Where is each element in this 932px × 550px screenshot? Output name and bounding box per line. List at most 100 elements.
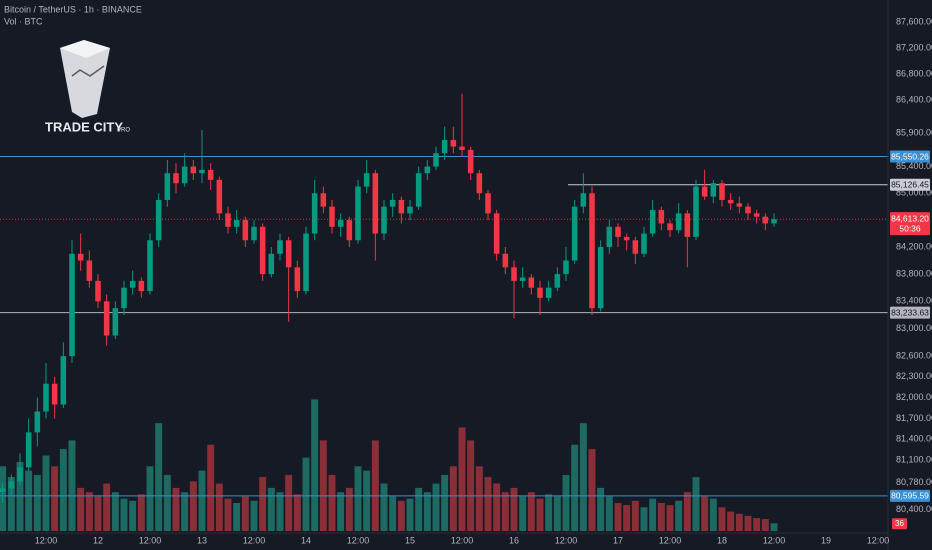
logo-shape <box>60 40 110 118</box>
candle-body <box>571 206 578 261</box>
candle-body <box>537 287 543 298</box>
volume-bar <box>181 492 189 531</box>
volume-bar <box>354 466 362 531</box>
x-tick-label: 17 <box>613 535 623 545</box>
volume-bar <box>475 466 483 531</box>
volume-bar <box>129 500 137 531</box>
candle-body <box>181 166 188 184</box>
candle-body <box>320 193 327 207</box>
volume-bar <box>501 492 509 531</box>
candle-body <box>112 308 119 336</box>
volume-bar <box>770 523 778 531</box>
y-tick-label: 85,400.00 <box>896 161 932 171</box>
volume-bar <box>675 500 683 531</box>
x-tick-label: 12:00 <box>347 535 370 545</box>
logo: TRADE CITY PRO <box>45 40 130 134</box>
volume-bar <box>189 481 197 531</box>
y-tick-label: 80,780.00 <box>896 477 932 487</box>
volume-bar <box>241 496 249 531</box>
x-tick-label: 12:00 <box>867 535 890 545</box>
volume-bar <box>146 466 154 531</box>
volume-bar <box>640 507 648 531</box>
candle-body <box>727 199 734 204</box>
candle-body <box>311 193 318 234</box>
y-tick-label: 87,200.00 <box>896 42 932 52</box>
candle-body <box>69 253 75 357</box>
candle-body <box>164 173 171 200</box>
volume-bar <box>319 440 327 531</box>
candle-body <box>684 213 691 237</box>
volume-bar <box>224 498 232 531</box>
y-tick-label: 81,100.00 <box>896 455 932 465</box>
volume-bar <box>59 449 67 531</box>
candle-body <box>25 432 32 468</box>
volume-bar <box>484 477 492 531</box>
candle-body <box>597 247 604 309</box>
level-tag-label: 80,595.59 <box>891 491 929 501</box>
volume-tag <box>892 518 907 530</box>
candle-body <box>502 253 509 268</box>
volume-bar <box>293 494 301 531</box>
candle-body <box>433 153 439 167</box>
candle-body <box>285 240 292 268</box>
x-tick-label: 12:00 <box>243 535 266 545</box>
x-tick-label: 15 <box>405 535 415 545</box>
volume-bar <box>397 500 405 531</box>
level-tag <box>890 150 930 163</box>
candle-body <box>519 277 526 281</box>
candle-body <box>710 183 717 197</box>
candle-body <box>641 233 647 254</box>
candle-body <box>34 411 41 433</box>
candle-body <box>337 220 344 227</box>
candle-body <box>745 206 751 214</box>
level-tag <box>890 178 930 191</box>
volume-bar <box>33 474 41 531</box>
candle-body <box>450 139 457 147</box>
volume-bar <box>631 500 639 531</box>
volume-bar <box>432 483 440 531</box>
candle-body <box>95 280 101 302</box>
volume-bar <box>536 498 544 531</box>
candle-body <box>753 213 760 217</box>
volume-bar <box>94 496 102 531</box>
volume-bar <box>7 477 15 531</box>
candle-body <box>459 146 465 150</box>
volume-bar <box>519 496 527 531</box>
candle-body <box>242 220 249 241</box>
x-tick-label: 19 <box>821 535 831 545</box>
candle-body <box>17 467 23 482</box>
candle-body <box>623 236 630 241</box>
y-tick-label: 85,000.00 <box>896 188 932 198</box>
x-tick-label: 12:00 <box>659 535 682 545</box>
y-tick-label: 85,900.00 <box>896 128 932 138</box>
candle-body <box>511 267 517 281</box>
candle-body <box>216 179 223 214</box>
volume-bar <box>25 470 33 531</box>
volume-bar <box>302 457 310 531</box>
volume-bar <box>285 474 293 531</box>
volume-bar <box>657 502 665 531</box>
volume-bar <box>77 487 85 531</box>
volume-bar <box>449 466 457 531</box>
volume-bar <box>753 518 761 531</box>
volume-bar <box>692 477 700 531</box>
volume-bar <box>51 466 59 531</box>
y-tick-label: 81,700.00 <box>896 413 932 423</box>
candle-body <box>476 173 483 194</box>
volume-bar <box>510 487 518 531</box>
volume-bar <box>666 505 674 531</box>
volume-bar <box>727 511 735 531</box>
last-price-label: 84,613.20 <box>891 213 929 223</box>
x-tick-label: 12:00 <box>555 535 578 545</box>
volume-bar <box>623 505 631 531</box>
volume-bar <box>68 440 76 531</box>
candle-body <box>398 199 405 214</box>
candle-body <box>580 193 587 207</box>
volume-bar <box>16 461 24 531</box>
volume-bar <box>415 487 423 531</box>
candle-body <box>424 166 431 174</box>
candle-body <box>303 233 309 292</box>
volume-bar <box>761 519 769 531</box>
candle-body <box>346 220 353 241</box>
candle-body <box>86 260 93 281</box>
